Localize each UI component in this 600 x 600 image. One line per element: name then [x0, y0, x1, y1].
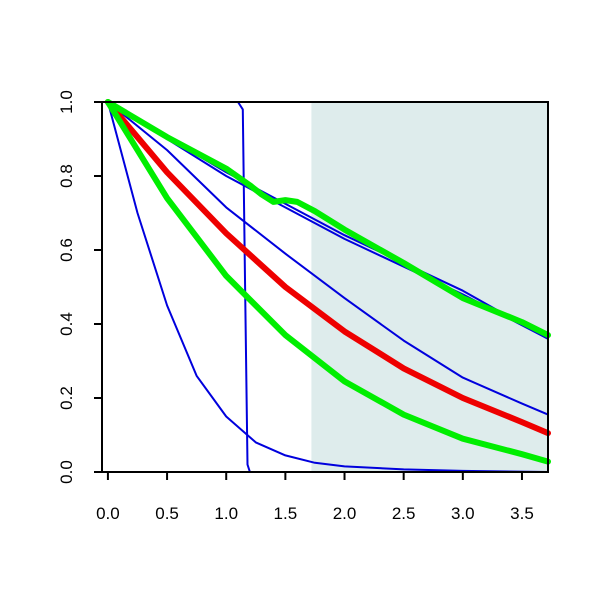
- series-line-5: [106, 101, 549, 416]
- series-line-2: [106, 101, 549, 473]
- shade-layer: [311, 102, 548, 472]
- y-tick-label: 0.2: [57, 386, 76, 410]
- y-tick-label: 0.0: [57, 460, 76, 484]
- shaded-region: [311, 102, 548, 472]
- series-line-8: [104, 99, 551, 339]
- x-tick-label: 2.0: [333, 504, 357, 523]
- axis-layer: 0.0 0.5 1.0 1.5 2.0 2.5 3.0 3.5 0.0 0.2 0.4 0.6 0.8 1…: [57, 90, 549, 523]
- y-tick-label: 0.4: [57, 312, 76, 336]
- x-tick-label: 3.5: [510, 504, 534, 523]
- series-line-7: [104, 99, 551, 465]
- y-tick-label: 0.6: [57, 238, 76, 262]
- x-tick-label: 1.5: [274, 504, 298, 523]
- x-tick-label: 0.5: [155, 504, 179, 523]
- y-tick-label: 1.0: [57, 90, 76, 114]
- x-tick-label: 2.5: [392, 504, 416, 523]
- x-tick-label: 1.0: [214, 504, 238, 523]
- x-tick-label: 0.0: [96, 504, 120, 523]
- y-tick-label: 0.8: [57, 164, 76, 188]
- series-layer: [104, 99, 551, 473]
- x-tick-label: 3.0: [451, 504, 475, 523]
- series-line-6: [104, 99, 551, 437]
